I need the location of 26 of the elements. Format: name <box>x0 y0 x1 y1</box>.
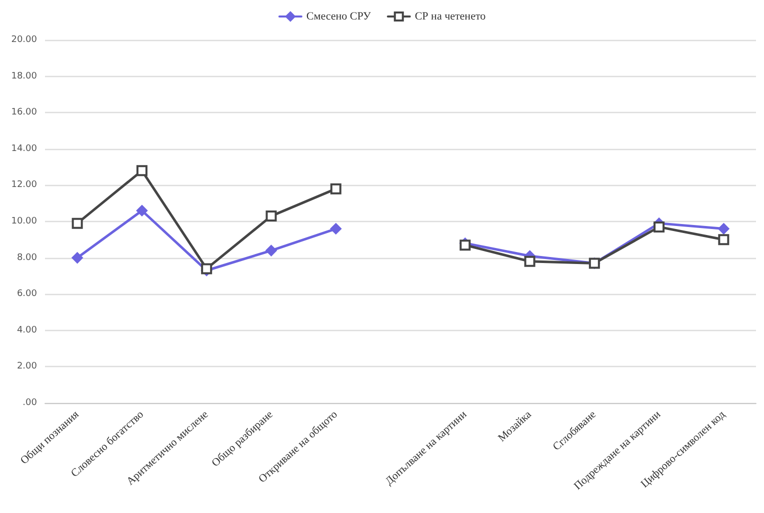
legend-label: СР на четенето <box>414 10 486 22</box>
y-tick-label: 20.00 <box>11 35 38 45</box>
point <box>72 218 83 229</box>
point <box>460 240 471 251</box>
point <box>330 183 342 194</box>
y-tick-label: 12.00 <box>11 180 38 190</box>
point <box>330 223 342 234</box>
point <box>72 252 83 264</box>
point <box>718 223 730 234</box>
point <box>524 256 536 267</box>
y-tick-label: .00 <box>22 398 38 408</box>
y-tick-label: 10.00 <box>11 216 38 226</box>
point <box>136 165 148 176</box>
point <box>266 210 277 222</box>
y-tick-label: 4.00 <box>16 325 38 336</box>
y-tick-label: 16.00 <box>11 108 38 118</box>
legend-label: Смесено СРУ <box>306 10 372 22</box>
y-tick-label: 2.00 <box>16 362 38 372</box>
y-tick-label: 14.00 <box>11 144 38 154</box>
y-tick-label: 18.00 <box>11 71 38 82</box>
point <box>654 221 665 232</box>
point <box>718 234 730 246</box>
y-tick-label: 8.00 <box>16 252 38 263</box>
point <box>266 245 277 256</box>
point <box>136 205 148 216</box>
y-tick-label: 6.00 <box>16 289 38 300</box>
